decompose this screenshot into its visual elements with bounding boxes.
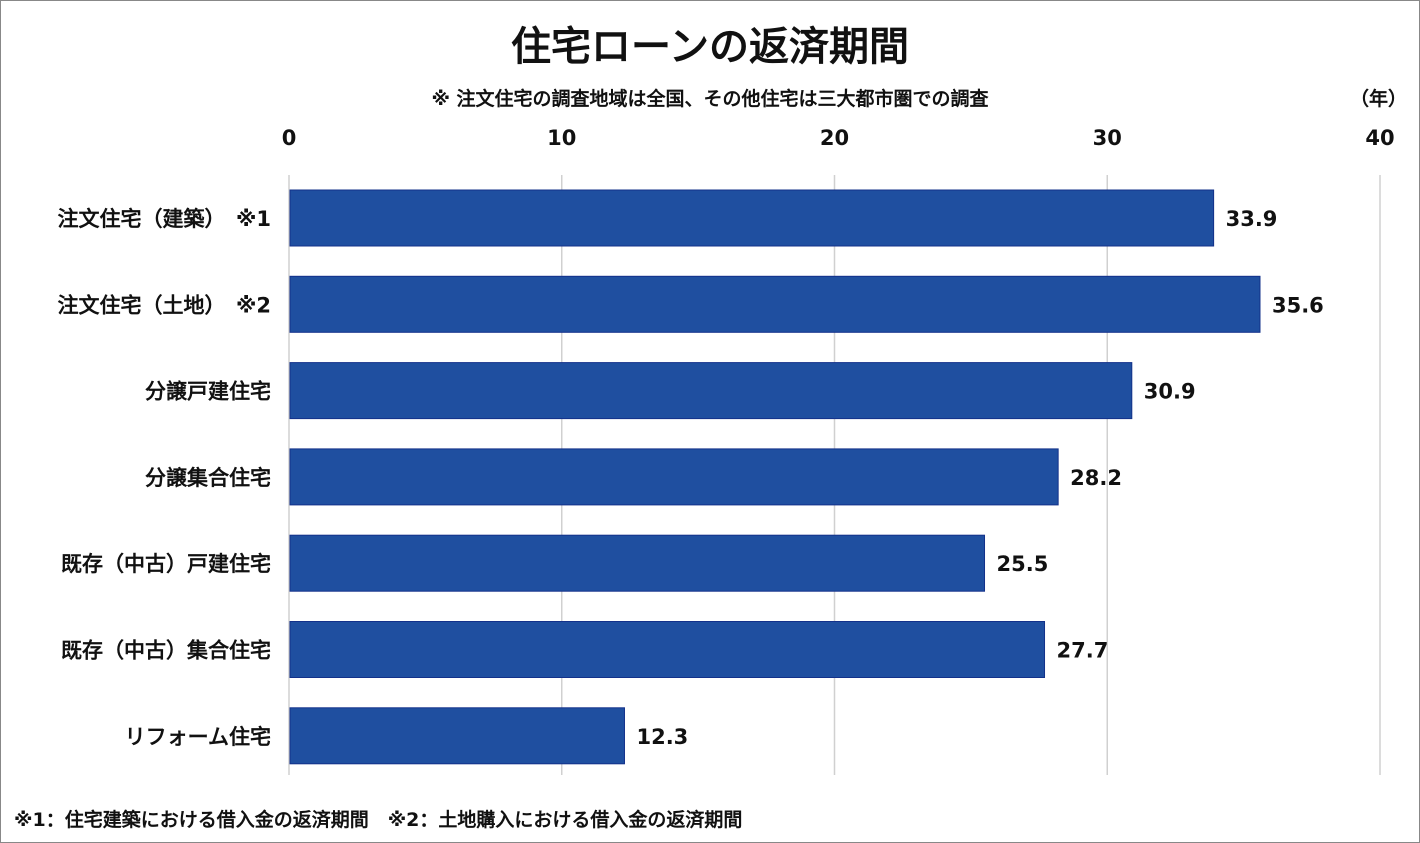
- bar: [289, 448, 1059, 506]
- unit-label: （年）: [1350, 88, 1408, 110]
- x-tick-label: 0: [282, 126, 297, 150]
- x-tick-label: 10: [547, 126, 576, 150]
- data-label: 25.5: [997, 552, 1049, 576]
- bar: [289, 707, 625, 765]
- footnote: ※1：住宅建築における借入金の返済期間 ※2：土地購入における借入金の返済期間: [14, 809, 743, 831]
- category-label: 分譲戸建住宅: [145, 380, 271, 404]
- x-tick-label: 40: [1365, 126, 1394, 150]
- data-label: 30.9: [1144, 380, 1196, 404]
- category-label: 注文住宅（建築） ※1: [57, 207, 271, 231]
- bar: [289, 275, 1261, 333]
- category-label: 既存（中古）集合住宅: [61, 639, 271, 663]
- category-label: 既存（中古）戸建住宅: [61, 552, 271, 576]
- category-label: 分譲集合住宅: [145, 466, 271, 490]
- chart-subtitle: ※ 注文住宅の調査地域は全国、その他住宅は三大都市圏での調査: [431, 88, 989, 110]
- bar: [289, 189, 1215, 247]
- bar: [289, 621, 1046, 678]
- bar: [289, 534, 986, 592]
- bar: [289, 362, 1133, 420]
- data-label: 35.6: [1272, 293, 1324, 317]
- data-label: 33.9: [1226, 207, 1278, 231]
- data-label: 12.3: [636, 725, 688, 749]
- data-label: 27.7: [1057, 639, 1109, 663]
- data-label: 28.2: [1070, 466, 1122, 490]
- category-label: 注文住宅（土地） ※2: [57, 293, 271, 317]
- chart-title: 住宅ローンの返済期間: [511, 24, 909, 70]
- x-tick-label: 20: [820, 126, 849, 150]
- category-label: リフォーム住宅: [125, 725, 271, 749]
- x-tick-label: 30: [1093, 126, 1122, 150]
